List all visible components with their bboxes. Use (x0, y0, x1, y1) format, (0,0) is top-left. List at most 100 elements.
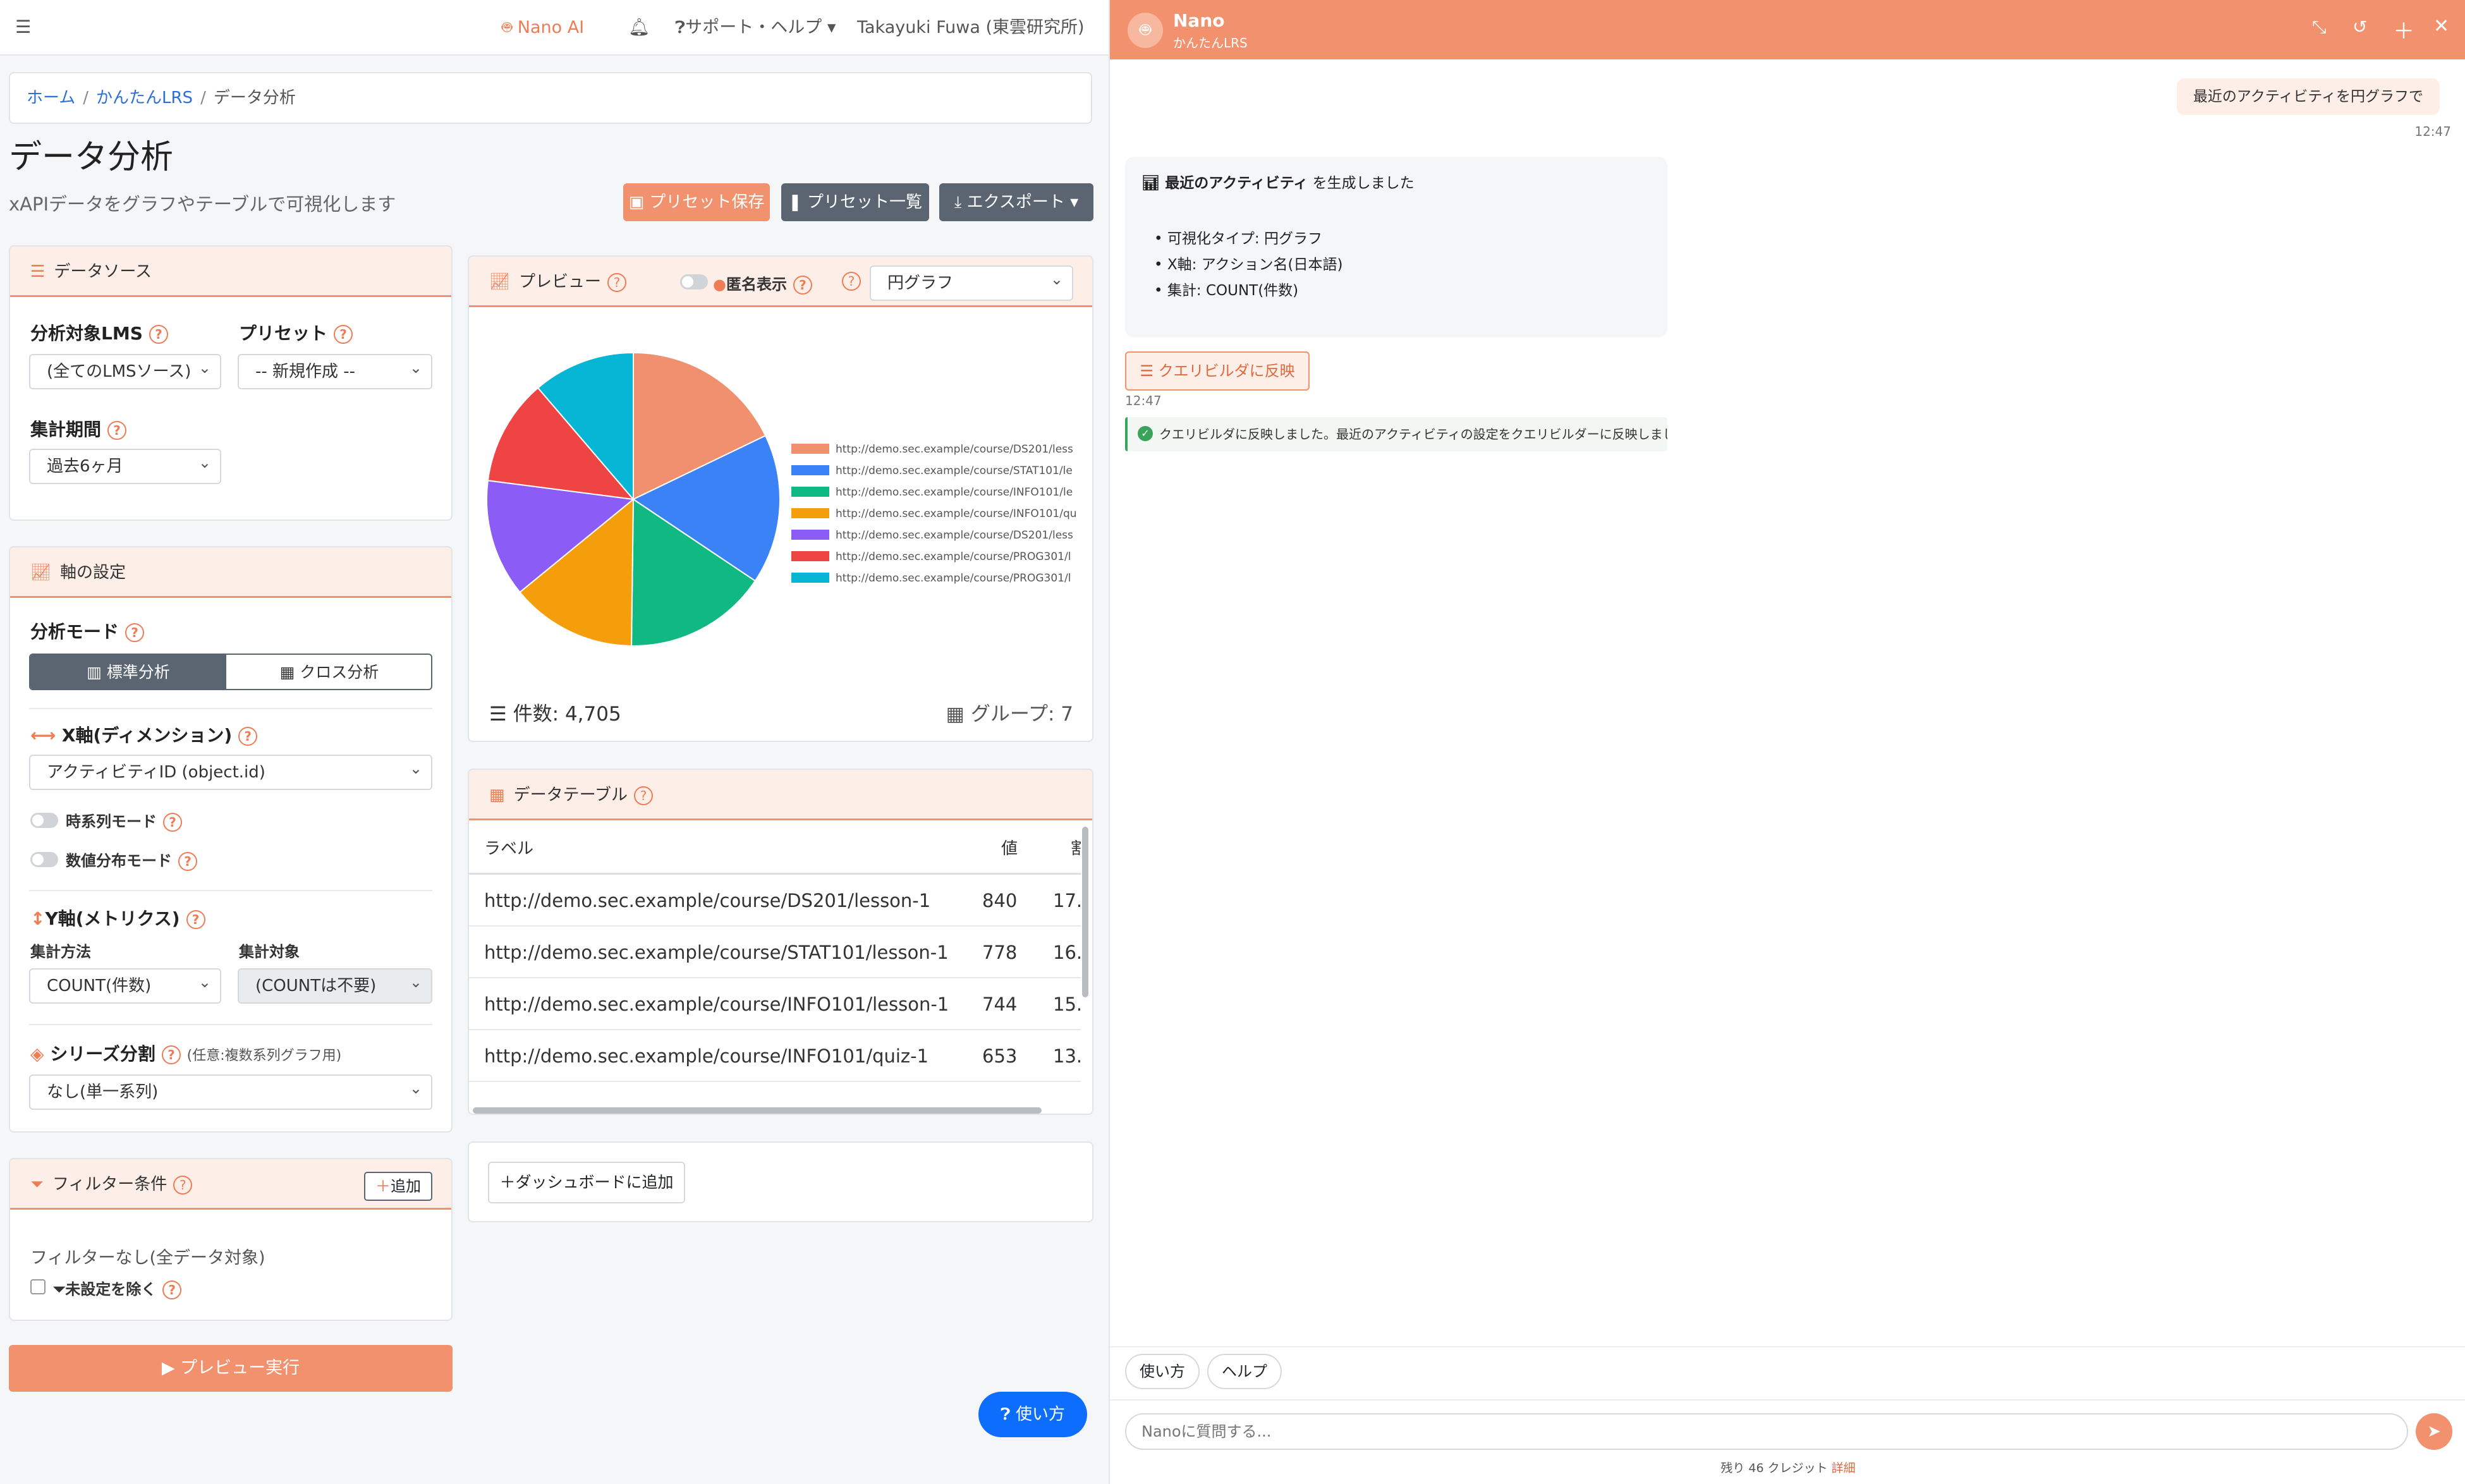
exclude-unset-checkbox[interactable] (30, 1279, 46, 1294)
table-icon: ▦ (489, 786, 505, 805)
close-icon[interactable]: ✕ (2433, 15, 2450, 37)
chat-input[interactable] (1125, 1413, 2408, 1450)
new-chat-icon[interactable]: ＋ (2393, 19, 2414, 44)
group-count: ▦ グループ: 7 (946, 698, 1073, 726)
help-icon[interactable]: ? (842, 272, 861, 291)
send-icon[interactable]: ➤ (2416, 1413, 2452, 1450)
question-circle-icon: ❓︎ (1001, 1405, 1011, 1424)
help-icon[interactable]: ? (163, 813, 182, 832)
help-icon[interactable]: ? (238, 727, 258, 746)
row-pct: 13. (1053, 1045, 1081, 1067)
chat-header: 🤖︎ Nano かんたんLRS ⤡ ↺ ＋ ✕ (1110, 0, 2465, 59)
chart-icon: 📈︎ (30, 563, 52, 582)
play-icon: ▶ (161, 1358, 175, 1378)
help-icon[interactable]: ? (149, 325, 168, 344)
pie-slice[interactable] (537, 351, 634, 501)
exclude-unset-label: ⏷未設定を除く? (53, 1277, 182, 1299)
user-menu[interactable]: Takayuki Fuwa (東雲研究所) (857, 18, 1085, 37)
preset-list-button[interactable]: ❚ プリセット一覧 (781, 183, 929, 221)
help-icon[interactable]: ? (186, 910, 205, 929)
pie-slice[interactable] (487, 387, 635, 501)
distribution-toggle[interactable] (30, 852, 58, 867)
nano-ai-link[interactable]: 🤖︎ Nano AI (502, 15, 584, 40)
help-icon[interactable]: ? (107, 421, 127, 440)
export-button[interactable]: ⤓ エクスポート ▾ (939, 183, 1093, 221)
vertical-arrows-icon: ↕ (30, 908, 46, 929)
help-icon[interactable]: ? (173, 1175, 193, 1195)
help-icon[interactable]: ? (125, 623, 145, 642)
grid-icon: ▦ (946, 703, 965, 726)
horizontal-scrollbar[interactable] (473, 1107, 1042, 1114)
help-icon[interactable]: ? (793, 276, 812, 295)
divider (29, 890, 432, 891)
agg-target-select[interactable]: (COUNTは不要) (238, 968, 432, 1004)
export-label: エクスポート (966, 193, 1065, 212)
col-label: ラベル (484, 839, 534, 858)
compress-icon[interactable]: ⤡ (2312, 16, 2327, 37)
series-select[interactable]: なし(単一系列) (29, 1074, 432, 1110)
user-message: 最近のアクティビティを円グラフで (2176, 78, 2440, 115)
quick-usage-button[interactable]: 使い方 (1125, 1354, 1200, 1389)
add-filter-button[interactable]: ＋追加 (364, 1172, 432, 1201)
legend-label: http://demo.sec.example/course/PROG301/l (836, 550, 1071, 563)
table-viewport: ラベル 値 割 http://demo.sec.example/course/D… (469, 823, 1081, 1101)
mode-standard-button[interactable]: ▥ 標準分析 (30, 655, 226, 689)
pie-slice[interactable] (486, 480, 635, 593)
support-menu[interactable]: ❓︎サポート・ヘルプ ▾ (675, 18, 836, 37)
data-table-card: ▦ データテーブル? ラベル 値 割 http://demo.sec.exampl… (468, 769, 1093, 1115)
breadcrumb: ホーム / かんたんLRS / データ分析 (9, 72, 1092, 124)
horizontal-arrows-icon: ⟷ (30, 725, 56, 746)
menu-icon[interactable]: ☰ (15, 16, 32, 37)
mode-cross-button[interactable]: ▦ クロス分析 (226, 655, 431, 689)
help-icon[interactable]: ? (162, 1280, 182, 1299)
breadcrumb-home[interactable]: ホーム (27, 88, 76, 107)
legend-label: http://demo.sec.example/course/PROG301/l (836, 572, 1071, 585)
table-row: http://demo.sec.example/course/INFO101/l… (469, 978, 1081, 1030)
main-pane: ☰ 🤖︎ Nano AI 🔔︎ ❓︎サポート・ヘルプ ▾ Takayuki Fu… (0, 0, 1109, 1484)
robot-icon: 🤖︎ (502, 18, 513, 37)
grid-icon: ▦ (279, 663, 295, 681)
sliders-icon: ☰ (1140, 362, 1153, 380)
preview-run-label: プレビュー実行 (180, 1358, 300, 1378)
help-icon[interactable]: ? (178, 852, 197, 871)
save-preset-button[interactable]: ▣ プリセット保存 (623, 183, 770, 221)
preview-card: 📈︎ プレビュー? ●匿名表示? ? 円グラフ http://demo.sec.e… (468, 255, 1093, 742)
timeseries-toggle[interactable] (30, 813, 58, 828)
credits-detail-link[interactable]: 詳細 (1831, 1461, 1856, 1475)
pie-slice[interactable] (519, 497, 635, 647)
help-icon[interactable]: ? (607, 272, 627, 292)
success-alert: ✓ クエリビルダに反映しました。最近のアクティビティの設定をクエリビルダーに反映… (1125, 417, 1667, 451)
timeseries-label: 時系列モード? (66, 809, 182, 832)
pie-slice[interactable] (631, 498, 757, 647)
bell-icon[interactable]: 🔔︎ (628, 18, 650, 37)
row-value: 840 (982, 890, 1018, 911)
pie-slice[interactable] (631, 434, 781, 582)
history-icon[interactable]: ↺ (2352, 16, 2368, 37)
help-icon[interactable]: ? (334, 325, 353, 344)
chart-bar-icon: 📊︎ (1141, 175, 1160, 192)
vertical-scrollbar[interactable] (1082, 827, 1088, 997)
robot-avatar-icon: 🤖︎ (1128, 13, 1163, 48)
add-to-dashboard-label: ダッシュボードに追加 (515, 1173, 674, 1191)
lms-select[interactable]: (全てのLMSソース) (29, 354, 221, 389)
add-to-dashboard-button[interactable]: ＋ダッシュボードに追加 (488, 1162, 685, 1203)
reflect-query-label: クエリビルダに反映 (1158, 362, 1295, 380)
lms-label: 分析対象LMS? (30, 320, 168, 345)
reflect-query-button[interactable]: ☰ クエリビルダに反映 (1125, 351, 1310, 391)
preview-run-button[interactable]: ▶ プレビュー実行 (9, 1345, 453, 1392)
x-axis-select[interactable]: アクティビティID (object.id) (29, 755, 432, 790)
breadcrumb-lrs[interactable]: かんたんLRS (96, 88, 193, 107)
help-icon[interactable]: ? (634, 786, 654, 805)
agg-method-select[interactable]: COUNT(件数) (29, 968, 221, 1004)
quick-help-button[interactable]: ヘルプ (1207, 1354, 1282, 1389)
bot-list-item: • X軸: アクション名(日本語) (1154, 257, 1343, 273)
anonymous-toggle[interactable] (680, 274, 708, 289)
data-table-header: ▦ データテーブル? (469, 770, 1092, 820)
usage-help-button[interactable]: ❓︎ 使い方 (978, 1392, 1087, 1437)
preset-select[interactable]: -- 新規作成 -- (238, 354, 432, 389)
row-pct: 16. (1053, 942, 1081, 963)
help-icon[interactable]: ? (161, 1045, 181, 1064)
period-select[interactable]: 過去6ヶ月 (29, 449, 221, 484)
pie-slice[interactable] (633, 351, 767, 501)
chart-type-select[interactable]: 円グラフ (870, 265, 1073, 301)
